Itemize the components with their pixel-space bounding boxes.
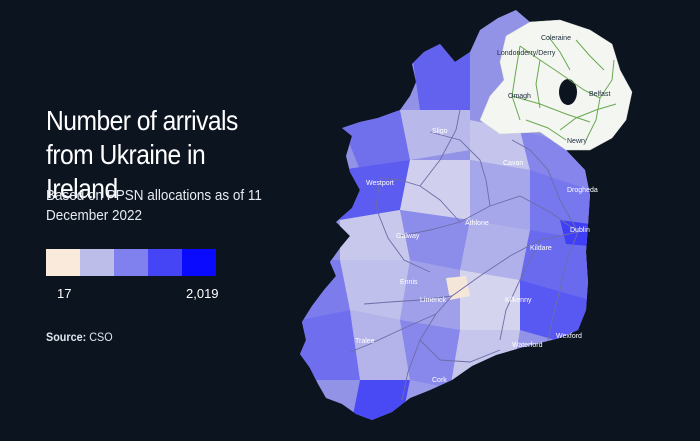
legend-swatch	[148, 249, 182, 276]
place-label: Kildare	[530, 245, 552, 252]
place-label: Omagh	[508, 93, 531, 100]
legend-min-label: 17	[57, 286, 72, 301]
ni-roads	[511, 35, 617, 141]
place-label: Belfast	[589, 91, 610, 98]
legend-swatch	[80, 249, 114, 276]
place-label: Westport	[366, 180, 394, 187]
source-label: Source:	[46, 330, 87, 344]
legend-swatch	[182, 249, 216, 276]
roi-roads	[349, 109, 579, 401]
place-label: Drogheda	[567, 187, 598, 194]
place-label: Sligo	[432, 128, 448, 135]
place-label: Cork	[432, 377, 447, 384]
place-label: Londonderry/Derry	[497, 50, 556, 57]
lough-neagh	[559, 79, 577, 105]
place-labels: Coleraine Londonderry/Derry Omagh Belfas…	[355, 35, 610, 384]
place-label: Ennis	[400, 279, 418, 286]
place-label: Kilkenny	[505, 297, 532, 304]
place-label: Galway	[396, 233, 420, 240]
map-title: Number of arrivals from Ukraine in Irela…	[46, 105, 238, 204]
map-subtitle: Based on PPSN allocations as of 11 Decem…	[46, 187, 262, 224]
place-label: Athlone	[465, 220, 489, 227]
place-label: Tralee	[355, 338, 375, 345]
place-label: Cavan	[503, 160, 523, 167]
place-label: Wexford	[556, 333, 582, 340]
source-note: Source: CSO	[46, 330, 113, 344]
color-legend	[46, 249, 216, 276]
legend-max-label: 2,019	[186, 286, 219, 301]
legend-swatch	[46, 249, 80, 276]
legend-swatch	[114, 249, 148, 276]
place-label: Waterford	[512, 342, 543, 349]
place-label: Dublin	[570, 227, 590, 234]
place-label: Newry	[567, 138, 587, 145]
source-value: CSO	[89, 330, 113, 344]
place-label: Coleraine	[541, 35, 571, 42]
place-label: Limerick	[420, 297, 447, 304]
northern-ireland	[479, 19, 633, 151]
